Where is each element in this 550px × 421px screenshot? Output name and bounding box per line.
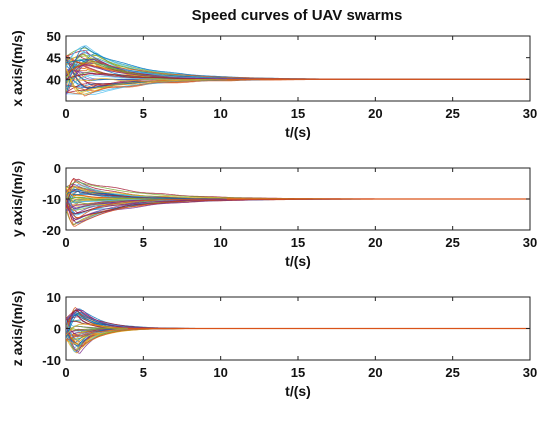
chart-title: Speed curves of UAV swarms [192,7,403,24]
y-tick-label: -20 [42,223,61,238]
x-axis-label: t/(s) [285,253,311,269]
y-tick-label: 10 [47,290,61,305]
x-tick-label: 10 [213,235,227,250]
series-group [66,177,530,227]
x-tick-label: 5 [140,365,147,380]
x-tick-label: 25 [445,235,459,250]
subplot-x-axis: 0 5 10 15 20 25 30 40 45 50 t/(s) x axis/(m/s) [9,29,537,140]
y-axis-label: y axis/(m/s) [9,161,25,237]
y-axis-label: x axis/(m/s) [9,30,25,106]
x-tick-label: 15 [291,235,305,250]
x-tick-label: 20 [368,235,382,250]
subplot-y-axis: 0 5 10 15 20 25 30 -20 -10 0 t/(s) y axis/(m/s) [9,161,537,269]
x-tick-label: 20 [368,106,382,121]
y-tick-label: 50 [47,29,61,44]
x-axis-label: t/(s) [285,383,311,399]
x-tick-label: 30 [523,235,537,250]
x-tick-label: 10 [213,106,227,121]
series-group [66,45,530,97]
x-tick-label: 25 [445,106,459,121]
x-tick-label: 15 [291,106,305,121]
x-tick-label: 5 [140,235,147,250]
x-axis-label: t/(s) [285,124,311,140]
x-tick-label: 0 [62,106,69,121]
x-tick-label: 20 [368,365,382,380]
y-tick-label: 40 [47,72,61,87]
x-tick-label: 30 [523,365,537,380]
x-tick-label: 0 [62,235,69,250]
x-tick-label: 10 [213,365,227,380]
y-tick-label: 45 [47,51,61,66]
x-tick-label: 5 [140,106,147,121]
x-tick-label: 25 [445,365,459,380]
x-tick-label: 0 [62,365,69,380]
y-axis-label: z axis/(m/s) [9,291,25,366]
series-group [66,306,530,354]
y-tick-label: 0 [54,161,61,176]
x-tick-label: 30 [523,106,537,121]
y-tick-label: -10 [42,353,61,368]
y-tick-label: 0 [54,322,61,337]
axes-frame [65,35,531,102]
x-tick-label: 15 [291,365,305,380]
y-tick-label: -10 [42,192,61,207]
